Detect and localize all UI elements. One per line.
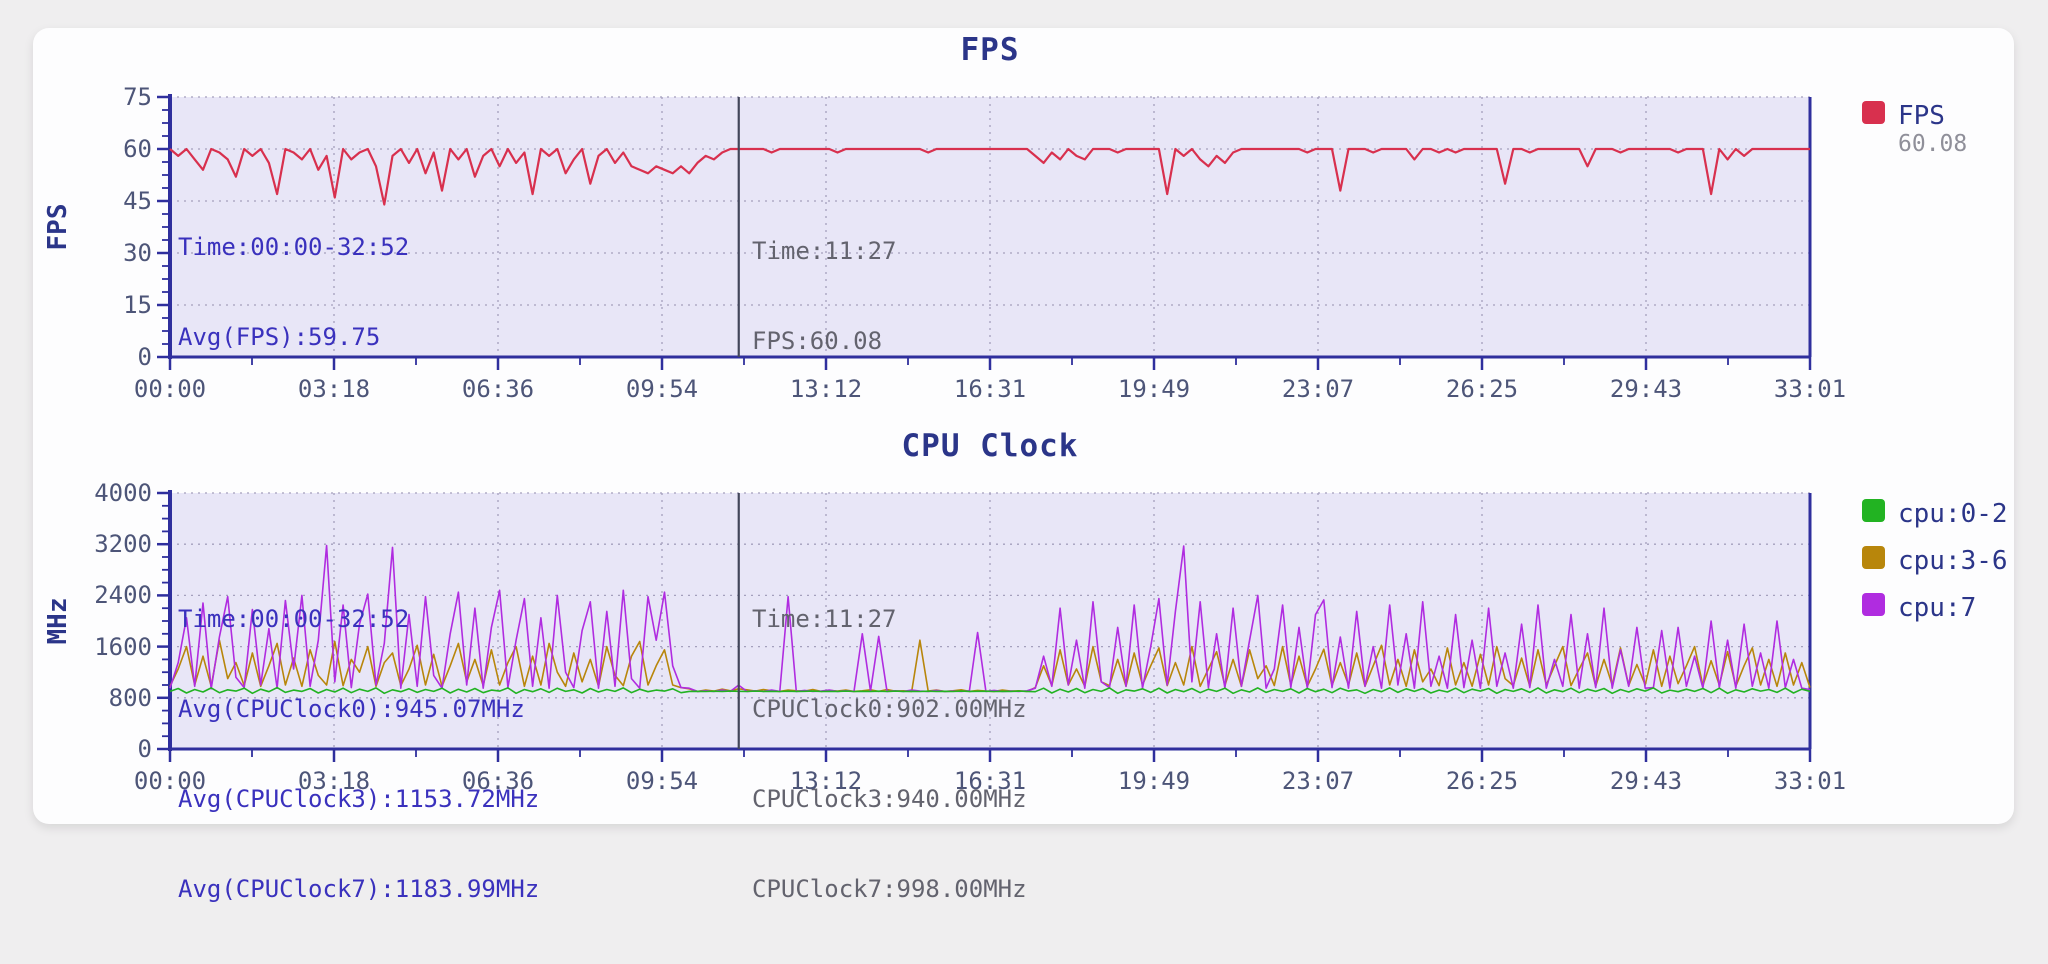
cpu36-legend-swatch	[1862, 546, 1885, 569]
fps-range-time: Time:00:00-32:52	[178, 233, 410, 261]
fps-range-avg: Avg(FPS):59.75	[178, 323, 381, 351]
x-tick-label: 33:01	[1773, 767, 1847, 795]
x-tick-label: 16:31	[953, 375, 1027, 403]
cpu-legend-item-7: cpu:7	[1862, 593, 1976, 623]
x-tick-label: 26:25	[1445, 375, 1519, 403]
x-tick-label: 03:18	[297, 375, 371, 403]
y-tick-label: 30	[123, 239, 152, 267]
x-tick-label: 33:01	[1773, 375, 1847, 403]
fps-cursor-annotation: Time:11:27 FPS:60.08	[752, 176, 897, 416]
cpu-range-avg3: Avg(CPUClock3):1153.72MHz	[178, 785, 540, 813]
y-tick-label: 800	[108, 683, 152, 712]
fps-legend-value: 60.08	[1898, 131, 1968, 157]
x-tick-label: 26:25	[1445, 767, 1519, 795]
x-tick-label: 19:49	[1117, 767, 1191, 795]
fps-legend-swatch	[1862, 101, 1885, 124]
fps-cursor-time: Time:11:27	[752, 237, 897, 265]
x-tick-label: 03:18	[297, 767, 371, 795]
charts-canvas[interactable]	[0, 0, 2048, 855]
cpu-range-annotation: Time:00:00-32:52 Avg(CPUClock0):945.07MH…	[178, 544, 539, 964]
y-tick-label: 1600	[94, 632, 152, 661]
cpu-cursor-clock3: CPUClock3:940.00MHz	[752, 785, 1027, 813]
y-tick-label: 0	[137, 735, 152, 763]
x-tick-label: 16:31	[953, 767, 1027, 795]
cpu02-legend-swatch	[1862, 499, 1885, 522]
fps-range-annotation: Time:00:00-32:52 Avg(FPS):59.75	[178, 172, 409, 412]
cpu-range-avg7: Avg(CPUClock7):1183.99MHz	[178, 875, 540, 903]
fps-legend-label: FPS	[1898, 101, 1945, 131]
y-tick-label: 0	[137, 343, 152, 371]
y-tick-label: 75	[123, 83, 152, 111]
x-tick-label: 29:43	[1609, 767, 1683, 795]
x-tick-label: 19:49	[1117, 375, 1191, 403]
cpu-range-avg0: Avg(CPUClock0):945.07MHz	[178, 695, 525, 723]
series-cpu-0-2	[169, 686, 1811, 695]
cpu-cursor-clock7: CPUClock7:998.00MHz	[752, 875, 1027, 903]
cpu7-legend-swatch	[1862, 593, 1885, 616]
y-tick-label: 45	[123, 187, 152, 215]
cpu-legend-item-0-2: cpu:0-2	[1862, 499, 2008, 529]
x-tick-label: 09:54	[625, 375, 699, 403]
cpu7-legend-label: cpu:7	[1898, 593, 1977, 623]
y-tick-label: 3200	[94, 530, 152, 559]
x-tick-label: 29:43	[1609, 375, 1683, 403]
cpu-legend-item-3-6: cpu:3-6	[1862, 546, 2008, 576]
charts-stage: FPS FPS Time:00:00-32:52 Avg(FPS):59.75 …	[0, 0, 2048, 903]
cpu-cursor-clock0: CPUClock0:902.00MHz	[752, 695, 1027, 723]
fps-plot-area[interactable]	[170, 97, 1810, 357]
x-tick-label: 09:54	[625, 767, 699, 795]
series-fps	[169, 147, 1810, 206]
x-tick-label: 06:36	[461, 375, 535, 403]
x-tick-label: 00:00	[133, 767, 207, 795]
x-tick-label: 13:12	[789, 767, 863, 795]
x-tick-label: 13:12	[789, 375, 863, 403]
fps-chart-title: FPS	[960, 32, 1020, 68]
y-tick-label: 2400	[94, 581, 152, 610]
cpu02-legend-label: cpu:0-2	[1898, 499, 2008, 529]
cpu-cursor-time: Time:11:27	[752, 605, 897, 633]
y-tick-label: 60	[123, 135, 152, 163]
x-tick-label: 06:36	[461, 767, 535, 795]
x-tick-label: 23:07	[1281, 767, 1355, 795]
cpu-range-time: Time:00:00-32:52	[178, 605, 410, 633]
cpu-chart-title: CPU Clock	[901, 428, 1079, 464]
cpu-cursor-annotation: Time:11:27 CPUClock0:902.00MHz CPUClock3…	[752, 544, 1027, 964]
y-tick-label: 4000	[94, 479, 152, 507]
x-tick-label: 00:00	[133, 375, 207, 403]
fps-cursor-value: FPS:60.08	[752, 327, 883, 355]
y-tick-label: 15	[123, 291, 152, 319]
x-tick-label: 23:07	[1281, 375, 1355, 403]
fps-legend-item: FPS 60.08	[1862, 101, 1967, 157]
cpu36-legend-label: cpu:3-6	[1898, 546, 2008, 576]
